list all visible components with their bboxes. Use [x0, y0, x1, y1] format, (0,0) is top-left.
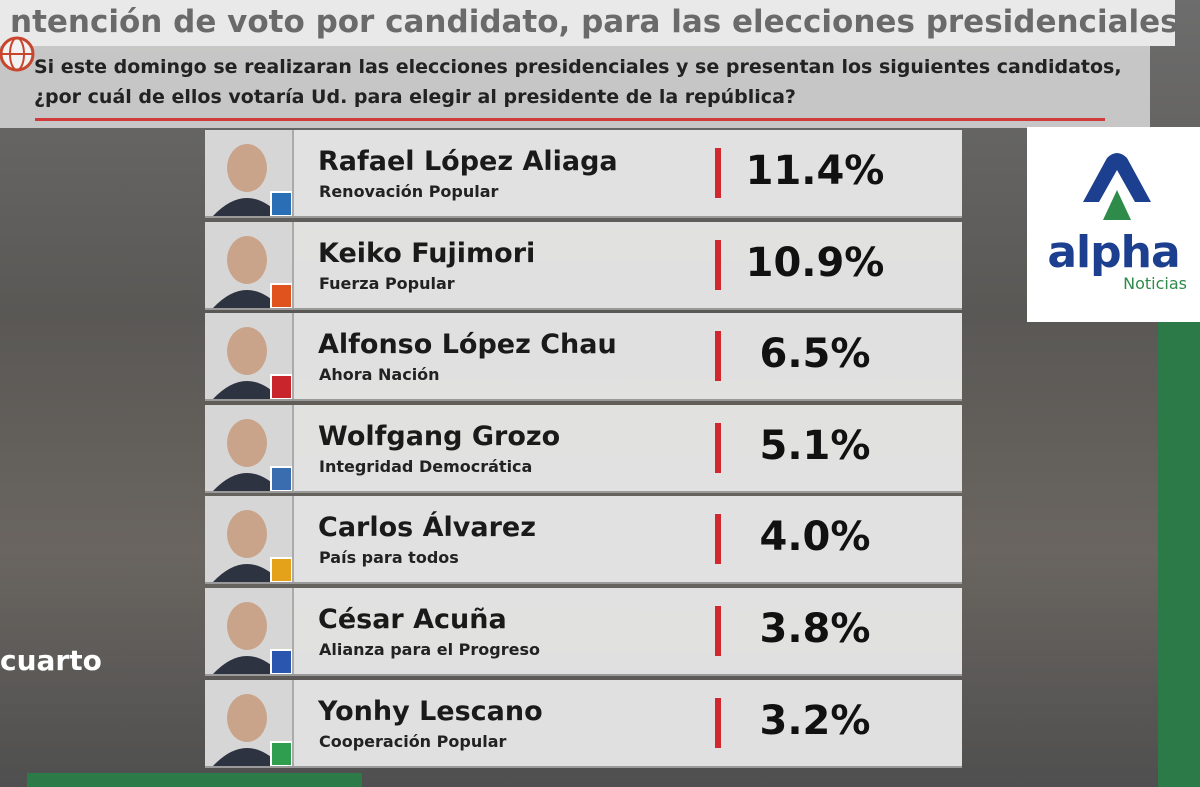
candidate-row: Wolfgang Grozo Integridad Democrática 5.1%: [205, 405, 962, 493]
photo-silhouette: [205, 222, 292, 308]
green-strip: [27, 773, 362, 787]
accent-bar: [715, 148, 721, 198]
question: ¿por cuál de ellos votaría Ud. para eleg…: [34, 86, 796, 108]
vote-share: 6.5%: [759, 331, 871, 377]
vote-share: 3.8%: [759, 606, 871, 652]
green-strip: [1158, 322, 1200, 787]
accent-bar: [715, 423, 721, 473]
candidate-name: Rafael López Aliaga: [318, 146, 618, 177]
photo-silhouette: [205, 313, 292, 399]
candidate-row: Carlos Álvarez País para todos 4.0%: [205, 496, 962, 584]
candidate-photo: [205, 313, 294, 399]
logo-subtitle: Noticias: [1123, 274, 1187, 293]
accent-bar: [715, 606, 721, 656]
vote-share: 5.1%: [759, 423, 871, 469]
candidate-row: Alfonso López Chau Ahora Nación 6.5%: [205, 313, 962, 401]
photo-silhouette: [205, 496, 292, 582]
title-bar: [0, 0, 1175, 46]
candidate-photo: [205, 405, 294, 491]
vote-share: 11.4%: [745, 148, 885, 194]
candidate-row: Keiko Fujimori Fuerza Popular 10.9%: [205, 222, 962, 310]
globe-icon: [0, 36, 35, 72]
accent-bar: [715, 514, 721, 564]
logo-brand: alpha: [1047, 227, 1180, 278]
candidate-party: Renovación Popular: [319, 182, 499, 201]
candidate-name: César Acuña: [318, 604, 507, 635]
divider: [35, 118, 1105, 121]
candidate-photo: [205, 222, 294, 308]
photo-silhouette: [205, 588, 292, 674]
candidate-party: Fuerza Popular: [319, 274, 455, 293]
candidate-row: César Acuña Alianza para el Progreso 3.8%: [205, 588, 962, 676]
logo-mark: [1083, 153, 1151, 220]
vote-share: 10.9%: [745, 240, 885, 286]
candidate-photo: [205, 130, 294, 216]
question: Si este domingo se realizaran las elecci…: [34, 56, 1122, 78]
candidate-photo: [205, 588, 294, 674]
candidate-party: Integridad Democrática: [319, 457, 533, 476]
candidate-party: Alianza para el Progreso: [319, 640, 540, 659]
photo-silhouette: [205, 130, 292, 216]
candidate-name: Yonhy Lescano: [318, 696, 543, 727]
candidate-party: País para todos: [319, 548, 459, 567]
candidate-name: Carlos Álvarez: [318, 512, 536, 543]
title: ntención de voto por candidato, para las…: [10, 4, 1179, 40]
logo-box: alpha Noticias: [1027, 127, 1200, 322]
vote-share: 3.2%: [759, 698, 871, 744]
question-box: [0, 46, 1150, 128]
accent-bar: [715, 240, 721, 290]
candidate-row: Rafael López Aliaga Renovación Popular 11.…: [205, 130, 962, 218]
candidate-name: Alfonso López Chau: [318, 329, 617, 360]
candidate-photo: [205, 680, 294, 766]
accent-bar: [715, 331, 721, 381]
accent-bar: [715, 698, 721, 748]
candidate-party: Cooperación Popular: [319, 732, 507, 751]
photo-silhouette: [205, 680, 292, 766]
candidate-row: Yonhy Lescano Cooperación Popular 3.2%: [205, 680, 962, 768]
photo-silhouette: [205, 405, 292, 491]
candidate-name: Wolfgang Grozo: [318, 421, 561, 452]
vote-share: 4.0%: [759, 514, 871, 560]
candidate-name: Keiko Fujimori: [318, 238, 536, 269]
watermark: cuarto: [0, 644, 102, 677]
candidate-photo: [205, 496, 294, 582]
candidate-party: Ahora Nación: [319, 365, 440, 384]
